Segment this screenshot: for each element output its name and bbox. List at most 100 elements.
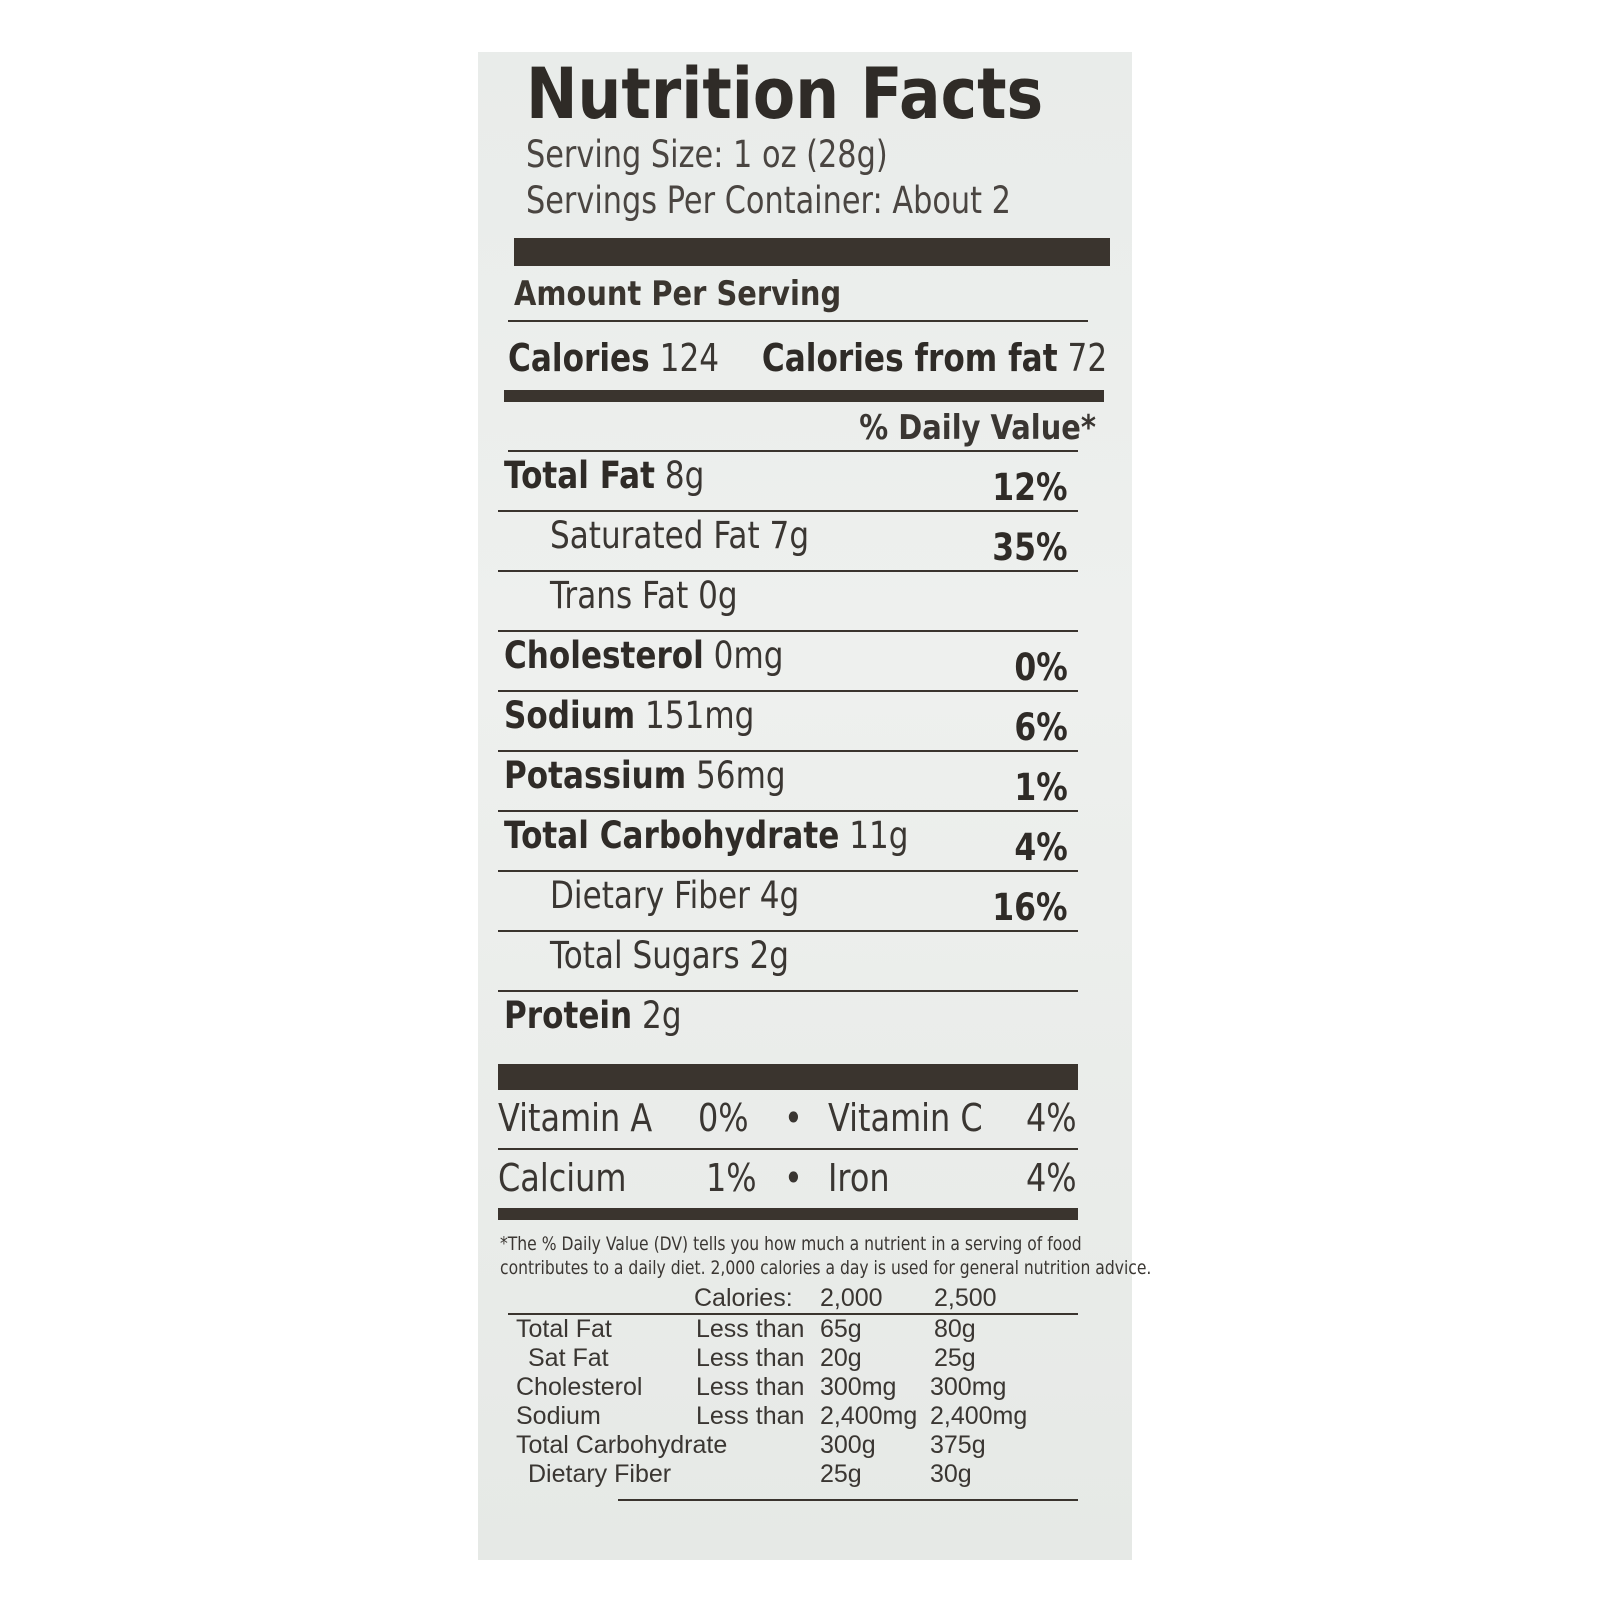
nutrient-row-total-sugars: Total Sugars 2g: [498, 932, 1078, 992]
nutrition-label: Nutrition Facts Serving Size: 1 oz (28g)…: [498, 52, 1152, 1501]
divider-medium: [498, 1207, 1078, 1220]
footnote-calories-label: Calories:: [694, 1283, 793, 1312]
footnote-row-name: Total Fat: [516, 1314, 612, 1343]
footnote-line: contributes to a daily diet. 2,000 calor…: [500, 1256, 1152, 1279]
divider-thick: [514, 237, 1110, 266]
servings-per-container: Servings Per Container: About 2: [526, 178, 1011, 222]
amount-per-serving: Amount Per Serving: [514, 273, 842, 314]
serving-size: Serving Size: 1 oz (28g): [526, 132, 888, 176]
nutrient-name: Total Fat: [504, 453, 655, 497]
nutrient-row-cholesterol: Cholesterol 0mg 0%: [498, 632, 1078, 692]
divider-thin: [618, 1498, 1078, 1501]
nutrient-row-sodium: Sodium 151mg 6%: [498, 692, 1078, 752]
footnote-row: Total Fat Less than 65g 80g: [498, 1315, 1118, 1344]
nutrient-amount: 2g: [749, 933, 790, 977]
nutrient-name: Total Sugars: [550, 933, 740, 977]
nutrient-amount: 8g: [664, 453, 705, 497]
daily-value-header: % Daily Value*: [859, 407, 1096, 448]
footnote-line: *The % Daily Value (DV) tells you how mu…: [500, 1232, 1082, 1255]
footnote-row-v2: 300mg: [930, 1372, 1007, 1401]
footnote-row: Sodium Less than 2,400mg 2,400mg: [498, 1402, 1118, 1431]
vitamin-name: Vitamin C: [828, 1095, 983, 1140]
vitamin-name: Iron: [828, 1155, 890, 1200]
nutrient-name: Total Carbohydrate: [504, 813, 840, 857]
footnote-row-name: Sodium: [516, 1401, 601, 1430]
footnote-row-v1: 2,400mg: [820, 1401, 918, 1430]
nutrient-name: Saturated Fat: [550, 513, 760, 557]
nutrient-row-protein: Protein 2g: [498, 992, 1078, 1050]
label-title: Nutrition Facts: [526, 53, 1044, 135]
footnote-row-v1: 300mg: [820, 1372, 897, 1401]
footnote-row-name: Total Carbohydrate: [516, 1430, 728, 1459]
footnote-row-v2: 2,400mg: [930, 1401, 1028, 1430]
footnote-row-v1: 20g: [820, 1343, 862, 1372]
nutrient-name: Sodium: [504, 693, 636, 737]
footnote-row-v2: 80g: [934, 1314, 976, 1343]
divider-thin: [508, 449, 1078, 452]
nutrient-amount: 151mg: [645, 693, 755, 737]
footnote-row-v1: 65g: [820, 1314, 862, 1343]
calories-row: Calories 124 Calories from fat 72: [508, 328, 1107, 380]
vitamin-separator: •: [784, 1095, 803, 1140]
footnote-row-qual: Less than: [696, 1343, 805, 1372]
vitamin-pct: 1%: [706, 1155, 757, 1200]
footnote-col1: 2,000: [820, 1283, 883, 1312]
nutrient-dv: 16%: [992, 885, 1068, 929]
divider-thin: [508, 1312, 1078, 1315]
footnote-row-v2: 375g: [930, 1430, 986, 1459]
nutrient-dv: 4%: [1014, 825, 1068, 869]
footnote-row-qual: Less than: [696, 1401, 805, 1430]
footnote-row: Dietary Fiber 25g 30g: [498, 1460, 1118, 1489]
vitamin-pct: 4%: [1026, 1095, 1077, 1140]
footnote-row-v2: 25g: [934, 1343, 976, 1372]
vitamin-name: Vitamin A: [498, 1095, 653, 1140]
divider-thick: [498, 1063, 1078, 1090]
nutrient-dv: 1%: [1014, 765, 1068, 809]
vitamin-pct: 4%: [1026, 1155, 1077, 1200]
footnote-row: Cholesterol Less than 300mg 300mg: [498, 1373, 1118, 1402]
nutrient-row-saturated-fat: Saturated Fat 7g 35%: [498, 512, 1078, 572]
nutrient-row-potassium: Potassium 56mg 1%: [498, 752, 1078, 812]
footnote-row-qual: Less than: [696, 1314, 805, 1343]
nutrient-amount: 0mg: [713, 633, 784, 677]
nutrient-amount: 0g: [698, 573, 738, 617]
footnote-row-v1: 25g: [820, 1459, 862, 1488]
nutrient-dv: 35%: [992, 525, 1068, 569]
nutrient-row-trans-fat: Trans Fat 0g: [498, 572, 1078, 632]
footnote-row-v2: 30g: [930, 1459, 972, 1488]
nutrient-row-total-carbohydrate: Total Carbohydrate 11g 4%: [498, 812, 1078, 872]
nutrient-dv: 6%: [1014, 705, 1068, 749]
nutrient-dv: 0%: [1014, 645, 1068, 689]
footnote-row-qual: Less than: [696, 1372, 805, 1401]
footnote-header-row: Calories: 2,000 2,500: [498, 1284, 1118, 1313]
vitamin-name: Calcium: [498, 1155, 627, 1200]
nutrient-row-dietary-fiber: Dietary Fiber 4g 16%: [498, 872, 1078, 932]
nutrient-name: Dietary Fiber: [550, 873, 750, 917]
vitamin-row: Calcium 1% • Iron 4%: [498, 1150, 1078, 1208]
nutrient-name: Trans Fat: [550, 573, 689, 617]
divider-medium: [504, 389, 1104, 402]
label-background: [478, 52, 1132, 1560]
footnote-col2: 2,500: [934, 1283, 997, 1312]
nutrient-name: Protein: [504, 993, 633, 1037]
nutrient-amount: 2g: [642, 993, 682, 1037]
footnote-row: Total Carbohydrate 300g 375g: [498, 1431, 1118, 1460]
divider-thin: [498, 1147, 1078, 1150]
nutrient-amount: 7g: [769, 513, 810, 557]
nutrient-name: Cholesterol: [504, 633, 704, 677]
footnote-row-name: Dietary Fiber: [528, 1459, 672, 1488]
nutrient-dv: 12%: [992, 465, 1068, 509]
footnote-table: Calories: 2,000 2,500 Total Fat Less tha…: [498, 1284, 1118, 1501]
vitamin-separator: •: [784, 1155, 803, 1200]
nutrient-amount: 11g: [849, 813, 909, 857]
vitamin-pct: 0%: [698, 1095, 749, 1140]
footnote-row-name: Sat Fat: [528, 1343, 609, 1372]
footnote-row-v1: 300g: [820, 1430, 876, 1459]
nutrient-amount: 56mg: [696, 753, 786, 797]
footnote-row: Sat Fat Less than 20g 25g: [498, 1344, 1118, 1373]
calories-label: Calories: [508, 335, 650, 380]
nutrient-name: Potassium: [504, 753, 687, 797]
nutrient-row-total-fat: Total Fat 8g 12%: [498, 452, 1078, 512]
calories-value: 124: [659, 335, 720, 380]
nutrient-amount: 4g: [759, 873, 800, 917]
